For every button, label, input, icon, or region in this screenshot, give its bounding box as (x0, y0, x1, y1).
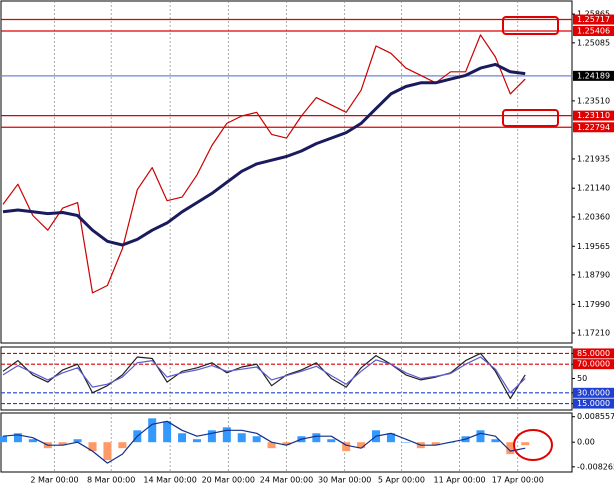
histogram-bar (282, 442, 291, 446)
histogram-bar (192, 439, 201, 443)
histogram-bar (0, 436, 7, 443)
histogram-bar (222, 427, 231, 443)
y-tick-label: 1.23510 (577, 96, 610, 105)
y-tick-label: 15.0000 (577, 399, 610, 408)
y-tick-label: 0.00 (577, 438, 595, 447)
level-label-box (573, 70, 614, 81)
histogram-bar (476, 430, 485, 443)
annotation-circle (513, 429, 553, 461)
y-tick-box (573, 359, 614, 370)
y-tick-label: 1.25085 (577, 38, 610, 47)
y-tick-label: 1.21140 (577, 184, 610, 193)
histogram-bar (431, 442, 440, 446)
histogram-bar (401, 442, 410, 443)
histogram-bar (103, 442, 112, 461)
histogram-bar (207, 430, 216, 443)
histogram-bar (506, 442, 515, 455)
y-tick-label: 1.18790 (577, 270, 610, 279)
x-tick-label: 30 Mar 00:00 (318, 476, 371, 485)
y-tick-label: 1.19565 (577, 242, 610, 251)
histogram-bar (342, 442, 351, 452)
histogram-bar (88, 442, 97, 452)
histogram-bar (521, 442, 530, 446)
histogram-bar (312, 433, 321, 443)
y-tick-label: 1.21935 (577, 154, 610, 163)
level-label-box (573, 25, 614, 36)
histogram-bar (237, 433, 246, 443)
histogram-bar (73, 439, 82, 443)
x-tick-label: 17 Apr 00:00 (492, 476, 544, 485)
level-label: 1.25406 (577, 26, 610, 35)
x-tick-label: 14 Mar 00:00 (143, 476, 196, 485)
y-tick-box (573, 348, 614, 359)
histogram-bar (178, 433, 187, 443)
panel-frame (0, 0, 573, 344)
histogram-bar (386, 433, 395, 443)
y-tick-box (573, 387, 614, 398)
histogram-bar (491, 439, 500, 443)
y-tick-label: 85.0000 (577, 349, 610, 358)
histogram-bar (58, 442, 67, 446)
y-tick-label: 0.008557 (577, 412, 614, 421)
histogram-bar (13, 433, 22, 443)
level-label-box (573, 14, 614, 25)
y-tick-label: 1.17210 (577, 329, 610, 338)
y-tick-box (573, 398, 614, 409)
y-tick-label: 1.17990 (577, 300, 610, 309)
x-tick-label: 8 Mar 00:00 (87, 476, 135, 485)
level-label-box (573, 122, 614, 133)
y-tick-label: 1.25865 (577, 10, 610, 19)
histogram-bar (327, 439, 336, 443)
series-line (2, 62, 526, 247)
series-line (2, 420, 526, 464)
x-tick-label: 24 Mar 00:00 (260, 476, 313, 485)
level-label-box (573, 110, 614, 121)
y-tick-label: -0.008265 (577, 462, 614, 471)
annotation-box (502, 109, 559, 127)
x-tick-label: 20 Mar 00:00 (202, 476, 255, 485)
x-tick-label: 11 Apr 00:00 (433, 476, 485, 485)
y-tick-label: 1.20360 (577, 212, 610, 221)
annotation-box (502, 16, 559, 35)
histogram-bar (252, 436, 261, 443)
histogram-bar (267, 442, 276, 449)
histogram-bar (148, 418, 157, 443)
level-label: 1.24189 (577, 71, 610, 80)
histogram-bar (118, 442, 127, 449)
series-line (2, 356, 526, 394)
level-label: 1.22794 (577, 123, 610, 132)
y-tick-label: 70.0000 (577, 360, 610, 369)
y-tick-label: 50 (577, 374, 587, 383)
histogram-bar (163, 421, 172, 443)
x-tick-label: 5 Apr 00:00 (378, 476, 425, 485)
histogram-bar (357, 442, 366, 449)
x-tick-label: 2 Mar 00:00 (30, 476, 78, 485)
histogram-bar (28, 439, 37, 443)
y-tick-label: 30.0000 (577, 388, 610, 397)
level-label: 1.25717 (577, 15, 610, 24)
level-label: 1.23110 (577, 111, 610, 120)
